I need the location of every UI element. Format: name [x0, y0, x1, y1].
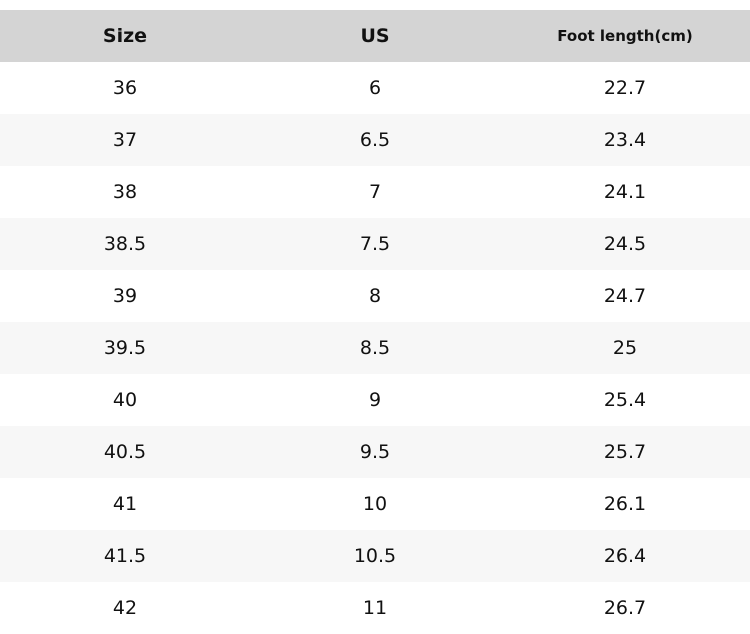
table-cell: 26.4	[500, 530, 750, 582]
table-cell: 9	[368, 389, 382, 411]
table-row: 39.5 8.5 25	[0, 322, 750, 374]
table-row: 39 8 24.7	[0, 270, 750, 322]
table-row: 41.5 10.5 26.4	[0, 530, 750, 582]
table-row: 40.5 9.5 25.7	[0, 426, 750, 478]
table-row: 40 9 25.4	[0, 374, 750, 426]
table-cell: 9.5	[250, 426, 500, 478]
table-cell: 40	[112, 389, 138, 411]
table-cell: 37	[0, 114, 250, 166]
table-cell: 6	[368, 77, 382, 99]
table-cell: 22.7	[603, 77, 647, 99]
table-cell: 24.7	[603, 285, 647, 307]
table-cell: 8.5	[250, 322, 500, 374]
table-row: 42 11 26.7	[0, 582, 750, 634]
column-header: Size	[0, 10, 250, 62]
table-cell: 36	[112, 77, 138, 99]
table-cell: 26.7	[603, 597, 647, 619]
header-row: Size US Foot length(cm)	[0, 10, 750, 62]
table-row: 36 6 22.7	[0, 62, 750, 114]
size-table: Size US Foot length(cm) 36 6 22.7 37 6.5 23.4 38…	[0, 10, 750, 634]
table-cell: 24.5	[500, 218, 750, 270]
table-cell: 7.5	[250, 218, 500, 270]
table-cell: 41.5	[0, 530, 250, 582]
table-cell: 38.5	[0, 218, 250, 270]
table-row: 38 7 24.1	[0, 166, 750, 218]
table-row: 41 10 26.1	[0, 478, 750, 530]
table-cell: 25.7	[500, 426, 750, 478]
table-cell: 39	[112, 285, 138, 307]
table-cell: 25.4	[603, 389, 647, 411]
table-cell: 41	[112, 493, 138, 515]
table-row: 38.5 7.5 24.5	[0, 218, 750, 270]
column-header: Foot length(cm)	[500, 10, 750, 62]
table-cell: 42	[112, 597, 138, 619]
table-cell: 8	[368, 285, 382, 307]
table-cell: 25	[500, 322, 750, 374]
table-cell: 6.5	[250, 114, 500, 166]
table-cell: 10	[362, 493, 388, 515]
table-body: 36 6 22.7 37 6.5 23.4 38 7 24.1 38.5 7.5 24.5 39 8 24.…	[0, 62, 750, 634]
table-cell: 23.4	[500, 114, 750, 166]
table-cell: 26.1	[603, 493, 647, 515]
table-row: 37 6.5 23.4	[0, 114, 750, 166]
table-cell: 39.5	[0, 322, 250, 374]
table-cell: 24.1	[603, 181, 647, 203]
table-cell: 7	[368, 181, 382, 203]
table-cell: 38	[112, 181, 138, 203]
table-cell: 10.5	[250, 530, 500, 582]
column-header: US	[250, 10, 500, 62]
table-cell: 11	[362, 597, 388, 619]
table-cell: 40.5	[0, 426, 250, 478]
